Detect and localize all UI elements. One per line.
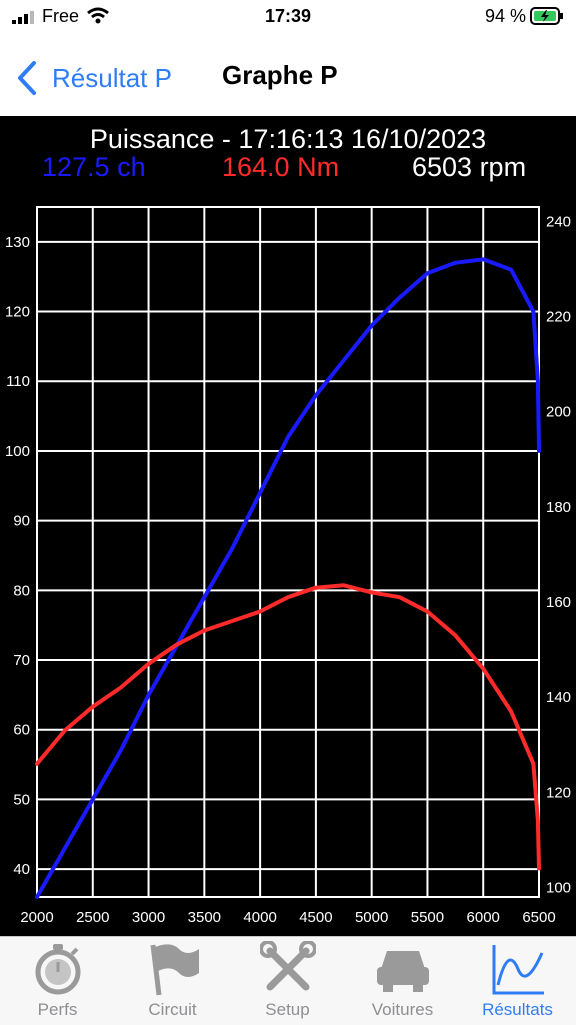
x-tick-label: 4500 (299, 909, 332, 926)
status-time: 17:39 (264, 6, 312, 26)
tab-circuit[interactable]: Circuit (115, 937, 230, 1025)
x-tick-label: 2000 (20, 909, 53, 926)
power-readout: 127.5 ch (42, 152, 146, 182)
battery-percent: 94 % (484, 6, 526, 26)
y-right-tick-label: 120 (546, 784, 571, 801)
x-tick-label: 5000 (355, 909, 388, 926)
y-right-tick-label: 240 (546, 213, 571, 230)
stopwatch-icon (35, 944, 81, 995)
y-left-tick-label: 80 (13, 582, 30, 599)
torque-curve (35, 583, 541, 871)
y-left-tick-label: 100 (5, 443, 30, 460)
y-right-tick-label: 200 (546, 404, 571, 421)
torque-readout: 164.0 Nm (222, 152, 340, 182)
x-tick-label: 3500 (188, 909, 221, 926)
tab-bar: Perfs Circuit Setup Voitures Résulta (0, 936, 576, 1025)
y-left-tick-label: 40 (13, 861, 30, 878)
tab-perfs[interactable]: Perfs (0, 937, 115, 1025)
rpm-readout: 6503 rpm (412, 152, 527, 182)
y-right-tick-label: 160 (546, 594, 571, 611)
chart-icon (492, 945, 544, 995)
x-tick-label: 6500 (522, 909, 555, 926)
tab-label: Perfs (37, 1000, 78, 1019)
y-left-tick-label: 120 (5, 304, 30, 321)
flag-icon (150, 944, 199, 996)
y-left-tick-label: 130 (5, 234, 30, 251)
y-right-tick-label: 180 (546, 499, 571, 516)
battery-charging-icon (530, 7, 563, 25)
chart-title: Puissance - 17:16:13 16/10/2023 (89, 124, 487, 154)
y-right-tick-label: 100 (546, 879, 571, 896)
tab-label: Voitures (371, 1000, 434, 1019)
wifi-icon (87, 7, 109, 24)
power-curve (35, 257, 541, 899)
x-tick-label: 5500 (411, 909, 444, 926)
x-tick-label: 3000 (132, 909, 165, 926)
x-tick-label: 4000 (243, 909, 276, 926)
tab-resultats[interactable]: Résultats (460, 937, 575, 1025)
tab-label: Résultats (482, 1000, 553, 1019)
power-chart: 2000 2500 3000 3500 4000 4500 5000 5500 6000 6500… (5, 206, 571, 926)
back-label: Résultat P (52, 62, 172, 93)
tab-voitures[interactable]: Voitures (345, 937, 460, 1025)
y-right-tick-label: 140 (546, 689, 571, 706)
tools-icon (260, 941, 316, 991)
y-left-tick-label: 60 (13, 722, 30, 739)
y-left-tick-label: 110 (6, 373, 30, 390)
page-title: Graphe P (222, 60, 338, 90)
status-bar: Free 17:39 94 % (0, 0, 576, 34)
x-tick-label: 2500 (76, 909, 109, 926)
tab-label: Setup (265, 1000, 310, 1019)
tab-setup[interactable]: Setup (230, 937, 345, 1025)
y-left-tick-label: 70 (13, 652, 30, 669)
car-icon (377, 951, 429, 992)
navigation-bar: Résultat P Graphe P (0, 34, 576, 116)
back-button[interactable]: Résultat P (14, 58, 172, 98)
tab-label: Circuit (148, 1000, 197, 1019)
x-tick-label: 6000 (467, 909, 500, 926)
carrier-name: Free (42, 6, 80, 26)
y-right-tick-label: 220 (546, 308, 571, 325)
power-chart-area: 2000 2500 3000 3500 4000 4500 5000 5500 6000 6500… (0, 116, 576, 936)
y-left-tick-label: 50 (13, 791, 30, 808)
y-left-tick-label: 90 (13, 513, 30, 530)
chevron-left-icon (18, 61, 36, 95)
plot-frame (36, 206, 540, 898)
signal-icon (12, 11, 34, 24)
